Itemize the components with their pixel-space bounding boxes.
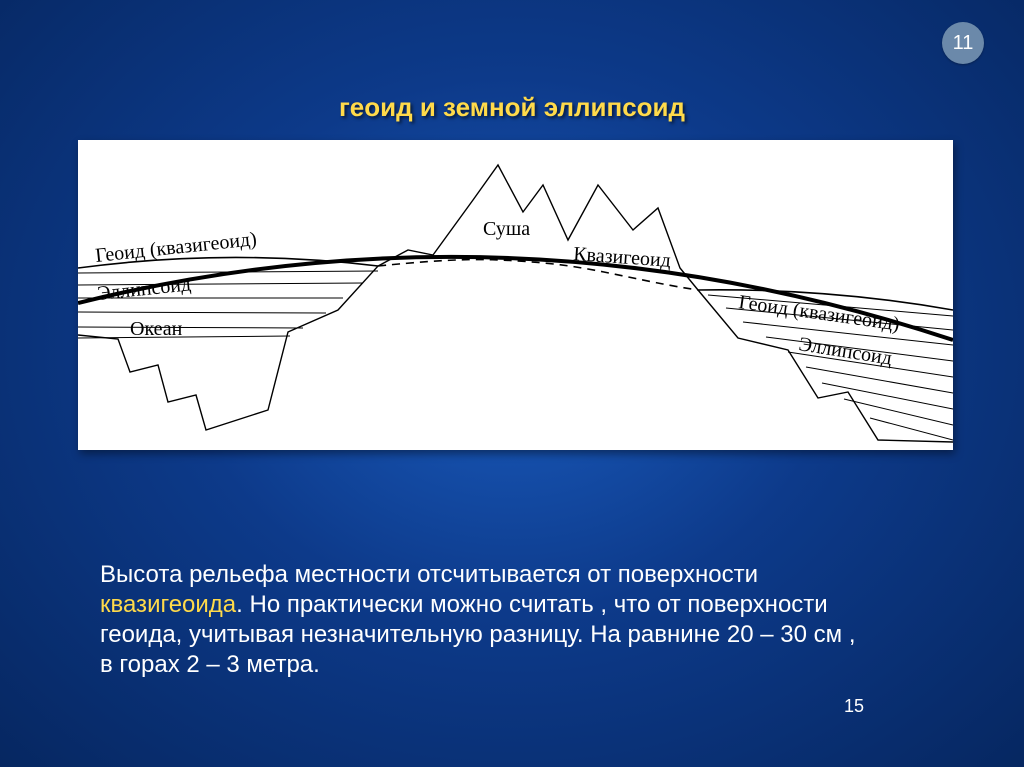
slide-title: геоид и земной эллипсоид xyxy=(0,92,1024,123)
slide-number-badge: 11 xyxy=(942,22,984,64)
diagram-label-ocean: Океан xyxy=(130,318,183,340)
diagram-label-geoid_right: Геоид (квазигеоид) xyxy=(737,291,901,335)
diagram-label-quasigeoid_mid: Квазигеоид xyxy=(573,243,672,272)
diagram-label-ellipsoid_right: Эллипсоид xyxy=(797,333,893,369)
slide-number: 11 xyxy=(953,32,974,55)
body-text: Высота рельефа местности отсчитывается о… xyxy=(100,560,860,680)
geoid-diagram-svg: Геоид (квазигеоид)ЭллипсоидОкеанСушаКваз… xyxy=(78,140,953,450)
diagram-label-ellipsoid_left: Эллипсоид xyxy=(96,273,192,305)
body-pre: Высота рельефа местности отсчитывается о… xyxy=(100,561,758,588)
geoid-diagram: Геоид (квазигеоид)ЭллипсоидОкеанСушаКваз… xyxy=(78,140,953,450)
diagram-label-land: Суша xyxy=(483,218,530,240)
diagram-label-geoid_left: Геоид (квазигеоид) xyxy=(94,228,258,267)
page-number: 15 xyxy=(844,696,864,717)
body-highlight: квазигеоида xyxy=(100,591,236,618)
